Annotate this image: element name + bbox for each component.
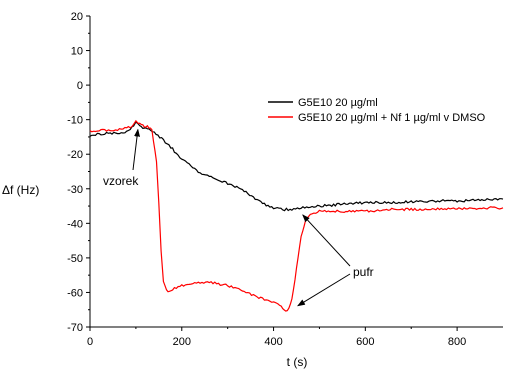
annotation-pufr-arrow-1 <box>302 214 351 267</box>
legend: G5E10 20 µg/ml G5E10 20 µg/ml + Nf 1 µg/m… <box>268 97 486 124</box>
series-layer <box>89 119 504 312</box>
legend-label-1: G5E10 20 µg/ml <box>298 97 378 109</box>
y-tick-label: -70 <box>67 322 83 334</box>
tick-labels: 20 10 0 -10 -20 -30 -40 -50 -60 -70 0 200 400 600 800 <box>67 11 466 348</box>
x-tick-label: 0 <box>87 336 93 348</box>
x-tick-label: 200 <box>173 336 191 348</box>
annotation-vzorek: vzorek <box>103 174 139 188</box>
y-tick-label: -20 <box>67 149 83 161</box>
y-tick-label: -60 <box>67 287 83 299</box>
annotation-pufr: pufr <box>353 265 374 279</box>
y-tick-label: -50 <box>67 253 83 265</box>
y-tick-label: 0 <box>77 80 83 92</box>
y-tick-label: -40 <box>67 218 83 230</box>
x-tick-label: 800 <box>448 336 466 348</box>
series-line-1 <box>89 121 504 212</box>
annotation-vzorek-arrow <box>132 128 141 171</box>
y-tick-label: 20 <box>71 11 83 23</box>
annotations: vzorek pufr <box>103 128 374 307</box>
axis-ticks <box>86 15 458 331</box>
annotation-pufr-arrow-2 <box>297 273 351 307</box>
axes-frame <box>89 16 503 328</box>
y-axis-label: Δf (Hz) <box>2 183 39 197</box>
x-tick-label: 400 <box>264 336 282 348</box>
y-tick-label: -10 <box>67 115 83 127</box>
series-line-2 <box>89 119 504 312</box>
legend-label-2: G5E10 20 µg/ml + Nf 1 µg/ml v DMSO <box>298 112 486 124</box>
y-tick-label: -30 <box>67 184 83 196</box>
y-tick-label: 10 <box>71 46 83 58</box>
x-tick-label: 600 <box>356 336 374 348</box>
x-axis-label: t (s) <box>287 355 308 369</box>
